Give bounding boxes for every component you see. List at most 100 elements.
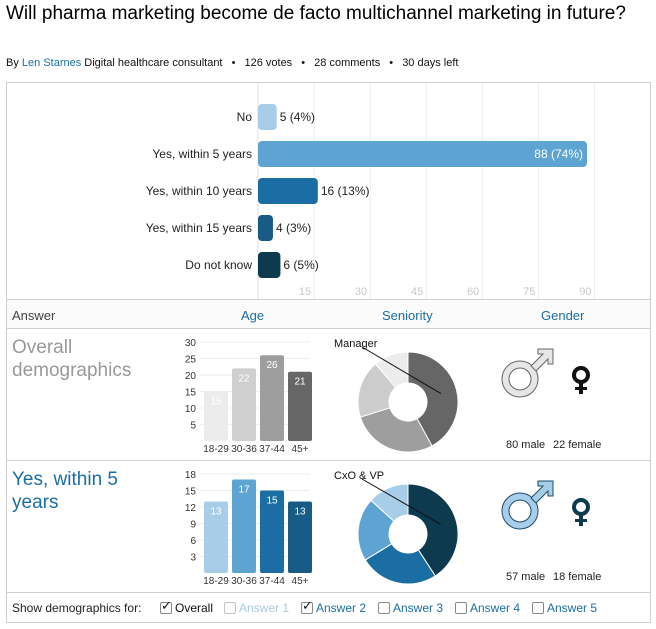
- checkbox-icon[interactable]: [378, 602, 390, 614]
- x-tick-label: 30: [355, 286, 367, 298]
- bar[interactable]: [204, 391, 228, 442]
- bar[interactable]: [204, 501, 228, 574]
- x-tick-label: 90: [579, 286, 591, 298]
- donut-slice[interactable]: [359, 407, 433, 453]
- option-label: Answer 2: [316, 601, 367, 615]
- bar[interactable]: [258, 178, 318, 204]
- tab-seniority[interactable]: Seniority: [382, 308, 433, 323]
- bar[interactable]: [260, 490, 284, 574]
- demographics-row-answer: Yes, within 5 years 3 6 9 12 15 18 13 18-29 17 30…: [7, 461, 650, 593]
- x-tick-label: 45+: [292, 444, 309, 455]
- separator-bullet: •: [231, 57, 236, 69]
- gender-icons-overall: [501, 348, 590, 398]
- option-label: Answer 5: [547, 601, 598, 615]
- callout-line: [361, 346, 442, 395]
- x-tick-label: 18-29: [203, 576, 229, 587]
- days-left: 30 days left: [402, 57, 459, 69]
- x-tick-label: 45: [411, 286, 423, 298]
- checkbox-answer-2[interactable]: Answer 2: [301, 599, 367, 615]
- bar-value-label: 16 (13%): [321, 184, 370, 198]
- bar-value-label: 26: [266, 360, 278, 371]
- y-tick-label: 25: [185, 355, 197, 366]
- filter-label: Show demographics for:: [12, 601, 142, 615]
- checkbox-answer-4[interactable]: Answer 4: [455, 601, 520, 615]
- age-chart-overall: 5 10 15 20 25 30 15 18-29 22 30-36 26 37-44 21 45+: [185, 338, 312, 455]
- bar-value-label: 88 (74%): [534, 147, 583, 161]
- checkbox-icon[interactable]: [532, 602, 544, 614]
- bar[interactable]: [258, 252, 281, 278]
- x-tick-label: 18-29: [203, 444, 229, 455]
- category-label: Yes, within 15 years: [146, 221, 252, 235]
- separator-bullet: •: [301, 57, 306, 69]
- demographics-header: Answer Age Seniority Gender: [7, 299, 650, 329]
- bar-value-label: 5 (4%): [280, 110, 315, 124]
- female-count: 22 female: [553, 439, 602, 451]
- row-label: Overall demographics: [12, 337, 132, 381]
- bar-value-label: 13: [210, 507, 222, 518]
- category-label: Yes, within 10 years: [146, 184, 252, 198]
- donut-slice[interactable]: [364, 543, 436, 585]
- option-label: Answer 3: [393, 601, 444, 615]
- female-icon: [572, 498, 590, 526]
- category-label: No: [237, 110, 253, 124]
- poll-title: Will pharma marketing become de facto mu…: [6, 3, 626, 24]
- bar[interactable]: [258, 215, 273, 241]
- checkbox-answer-3[interactable]: Answer 3: [378, 601, 443, 615]
- checkbox-icon[interactable]: [301, 599, 313, 614]
- tab-gender[interactable]: Gender: [541, 308, 585, 323]
- y-tick-label: 12: [185, 503, 197, 514]
- y-tick-label: 15: [185, 487, 197, 498]
- seniority-chart-answer: CxO & VP: [334, 470, 459, 585]
- male-icon: [501, 348, 554, 398]
- separator-bullet: •: [389, 57, 394, 69]
- checkbox-icon[interactable]: [224, 602, 236, 614]
- demographics-row-overall: Overall demographics 5 10 15 20 25 30 15 18-29 2…: [7, 329, 650, 461]
- bar[interactable]: [260, 355, 284, 441]
- x-tick-label: 15: [299, 286, 311, 298]
- female-icon: [572, 366, 590, 394]
- bar-value-label: 15: [210, 397, 222, 408]
- demographics-filter: Show demographics for: Overall Answer 1 …: [7, 593, 650, 623]
- seniority-chart-overall: Manager: [334, 338, 459, 453]
- category-label: Do not know: [185, 258, 252, 272]
- checkbox-icon[interactable]: [455, 602, 467, 614]
- gender-icons-answer: [501, 480, 590, 530]
- by-label: By: [6, 57, 19, 69]
- callout-label: CxO & VP: [334, 470, 384, 482]
- tab-age[interactable]: Age: [241, 308, 265, 323]
- donut-slice[interactable]: [370, 483, 409, 522]
- votes-count: 126 votes: [244, 57, 293, 69]
- x-tick-label: 30-36: [231, 444, 257, 455]
- checkbox-overall[interactable]: Overall: [160, 599, 214, 615]
- bar[interactable]: [232, 479, 256, 574]
- y-tick-label: 20: [185, 371, 197, 382]
- bar[interactable]: [232, 368, 256, 441]
- y-tick-label: 15: [185, 388, 197, 399]
- author-role: Digital healthcare consultant: [84, 57, 223, 69]
- bar[interactable]: [258, 104, 277, 130]
- donut-slice[interactable]: [407, 351, 459, 447]
- male-count: 80 male: [506, 439, 546, 451]
- checkbox-icon[interactable]: [160, 599, 172, 614]
- donut-slice[interactable]: [374, 351, 409, 389]
- callout-label: Manager: [334, 338, 378, 350]
- comments-link[interactable]: 28 comments: [314, 57, 381, 69]
- y-tick-label: 9: [190, 520, 196, 531]
- bar[interactable]: [258, 141, 587, 167]
- bar[interactable]: [288, 501, 312, 574]
- x-tick-label: 37-44: [259, 444, 285, 455]
- option-label: Answer 1: [239, 601, 290, 615]
- option-label: Overall: [175, 601, 214, 615]
- y-tick-label: 6: [190, 536, 196, 547]
- checkbox-answer-1[interactable]: Answer 1: [224, 601, 289, 615]
- category-label: Yes, within 5 years: [152, 147, 252, 161]
- x-tick-label: 75: [523, 286, 535, 298]
- checkbox-answer-5[interactable]: Answer 5: [532, 601, 597, 615]
- results-panel: 15 30 45 60 75 90 No 5 (4%) Yes, within 5 years 8…: [6, 82, 651, 623]
- y-tick-label: 18: [185, 470, 197, 481]
- bar-value-label: 13: [294, 507, 306, 518]
- author-link[interactable]: Len Starnes: [21, 57, 82, 69]
- bar[interactable]: [288, 371, 312, 441]
- age-chart-answer: 3 6 9 12 15 18 13 18-29 17 30-36 15 37-44 13 45+: [185, 470, 312, 587]
- x-tick-label: 37-44: [259, 576, 285, 587]
